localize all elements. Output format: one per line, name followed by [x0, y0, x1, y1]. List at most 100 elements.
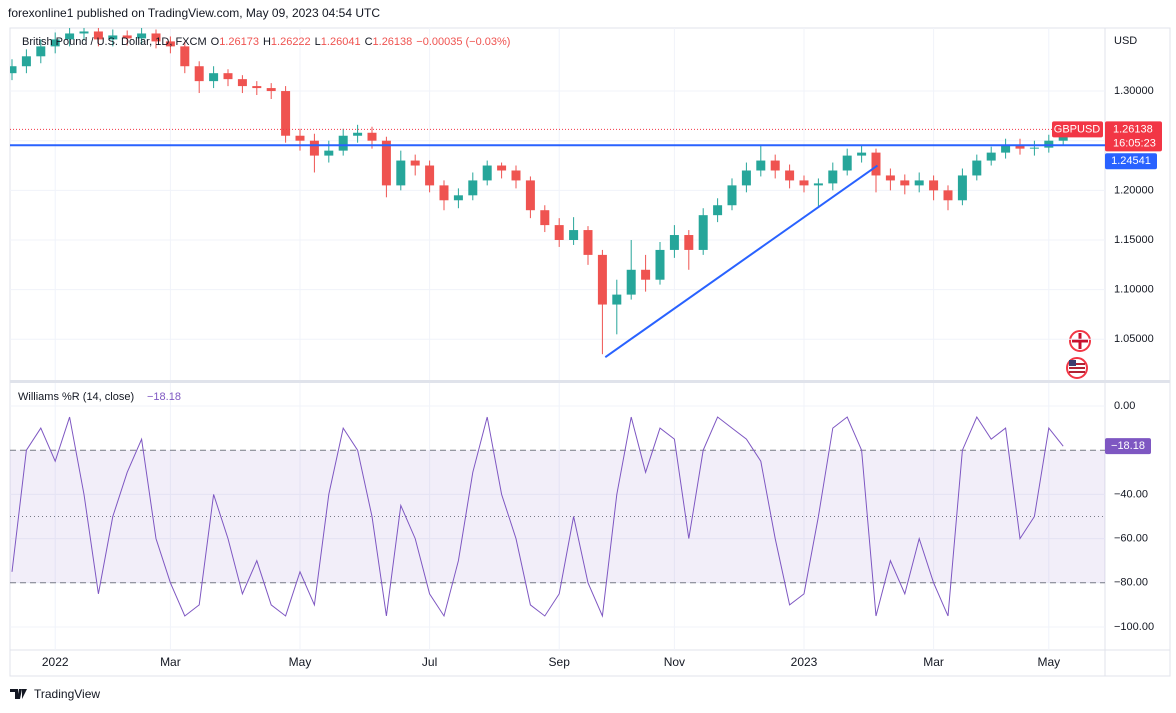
- candle-body: [468, 180, 478, 196]
- y-tick-label: −60.00: [1114, 533, 1148, 545]
- hline-label-box: [1105, 153, 1157, 170]
- candle-body: [756, 160, 766, 171]
- candle-body: [943, 190, 953, 201]
- footer-logo: TradingView: [10, 687, 100, 701]
- y-tick-label: −100.00: [1114, 621, 1154, 633]
- candle-body: [626, 269, 636, 295]
- y-tick-label: 1.30000: [1114, 85, 1154, 97]
- x-tick-label: Nov: [664, 655, 685, 669]
- candle-body: [252, 86, 262, 89]
- candle-body: [511, 170, 521, 181]
- y-tick-label: −40.00: [1114, 488, 1148, 500]
- candle-body: [612, 294, 622, 305]
- candle-body: [137, 33, 147, 39]
- candle-body: [281, 91, 291, 136]
- candle-body: [93, 31, 103, 40]
- candle-body: [21, 56, 31, 67]
- footer: TradingView: [34, 687, 100, 701]
- candle-body: [885, 175, 895, 181]
- candle-body: [439, 185, 449, 201]
- candle-body: [540, 210, 550, 226]
- candle-body: [1029, 147, 1039, 149]
- candle-body: [785, 170, 795, 181]
- last-price-box: [1105, 121, 1162, 152]
- candle-body: [381, 140, 391, 186]
- flag-gb-cross: [1072, 333, 1088, 349]
- candle-body: [641, 269, 651, 280]
- x-tick-label: May: [289, 655, 312, 669]
- candle-body: [10, 66, 17, 74]
- candle-body: [410, 160, 420, 166]
- candle-body: [972, 160, 982, 176]
- indicator-title: Williams %R (14, close): [18, 391, 134, 403]
- candle-body: [79, 31, 89, 34]
- symbol-label: GBPUSD: [1054, 123, 1101, 135]
- candle-body: [50, 39, 60, 47]
- candle-body: [122, 35, 132, 39]
- candle-body: [713, 205, 723, 216]
- candle-body: [569, 230, 579, 240]
- y-tick-label: −80.00: [1114, 577, 1148, 589]
- legend-value: 1.26138: [373, 36, 413, 48]
- x-tick-label: 2023: [791, 655, 818, 669]
- candle-body: [871, 152, 881, 176]
- candle-body: [1044, 140, 1054, 148]
- x-tick-label: Sep: [549, 655, 571, 669]
- flags: [1066, 330, 1091, 379]
- candle-body: [353, 132, 363, 136]
- candle-body: [396, 160, 406, 186]
- x-tick-label: 2022: [42, 655, 69, 669]
- candle-body: [828, 170, 838, 184]
- frame: [9, 27, 1171, 677]
- legend-key: O: [211, 36, 220, 48]
- y-tick-label: 1.15000: [1114, 234, 1154, 246]
- legend-value: 1.26222: [271, 36, 311, 48]
- candle-body: [497, 165, 507, 171]
- candle-body: [295, 135, 305, 141]
- candle-body: [1015, 145, 1025, 149]
- candle-body: [108, 35, 118, 40]
- countdown-label: 16:05:23: [1113, 137, 1156, 149]
- candle-body: [655, 249, 665, 280]
- candle-body: [367, 132, 377, 141]
- candle-body: [900, 180, 910, 186]
- candle-body: [237, 79, 247, 87]
- candle-body: [669, 235, 679, 250]
- candle-body: [799, 180, 809, 186]
- candle-body: [425, 165, 435, 186]
- candle-body: [741, 170, 751, 186]
- last-price-label: 1.26138: [1113, 123, 1153, 135]
- legend-title: British Pound / U.S. Dollar, 1D, FXCM: [22, 36, 207, 48]
- candle-body: [857, 152, 867, 156]
- williams-pane: [10, 383, 1105, 650]
- price-pane: [10, 28, 1105, 380]
- value-label-box: [1105, 438, 1151, 455]
- candle-body: [698, 215, 708, 250]
- hline-label: 1.24541: [1111, 155, 1151, 167]
- legend-value: 1.26041: [321, 36, 361, 48]
- candle-body: [453, 195, 463, 201]
- legend-key: L: [315, 36, 321, 48]
- y-tick-label: 1.20000: [1114, 184, 1154, 196]
- candle-body: [1001, 145, 1011, 153]
- legend-key: H: [263, 36, 271, 48]
- williams-line: [11, 415, 1064, 618]
- candle-body: [986, 152, 996, 161]
- x-tick-label: Mar: [923, 655, 944, 669]
- candle-body: [684, 235, 694, 250]
- header: forexonline1 published on TradingView.co…: [8, 6, 380, 20]
- candle-body: [554, 225, 564, 240]
- legend-value: −0.00035 (−0.03%): [416, 36, 510, 48]
- candle-body: [223, 73, 233, 80]
- candle-body: [266, 88, 276, 92]
- y-tick-label: 0.00: [1114, 400, 1135, 412]
- x-tick-label: Mar: [160, 655, 181, 669]
- candle-body: [957, 175, 967, 201]
- candle-body: [525, 180, 535, 211]
- logo-mark: [10, 689, 27, 699]
- candle-body: [65, 33, 75, 40]
- y-tick-label: 1.10000: [1114, 284, 1154, 296]
- candle-body: [180, 46, 190, 67]
